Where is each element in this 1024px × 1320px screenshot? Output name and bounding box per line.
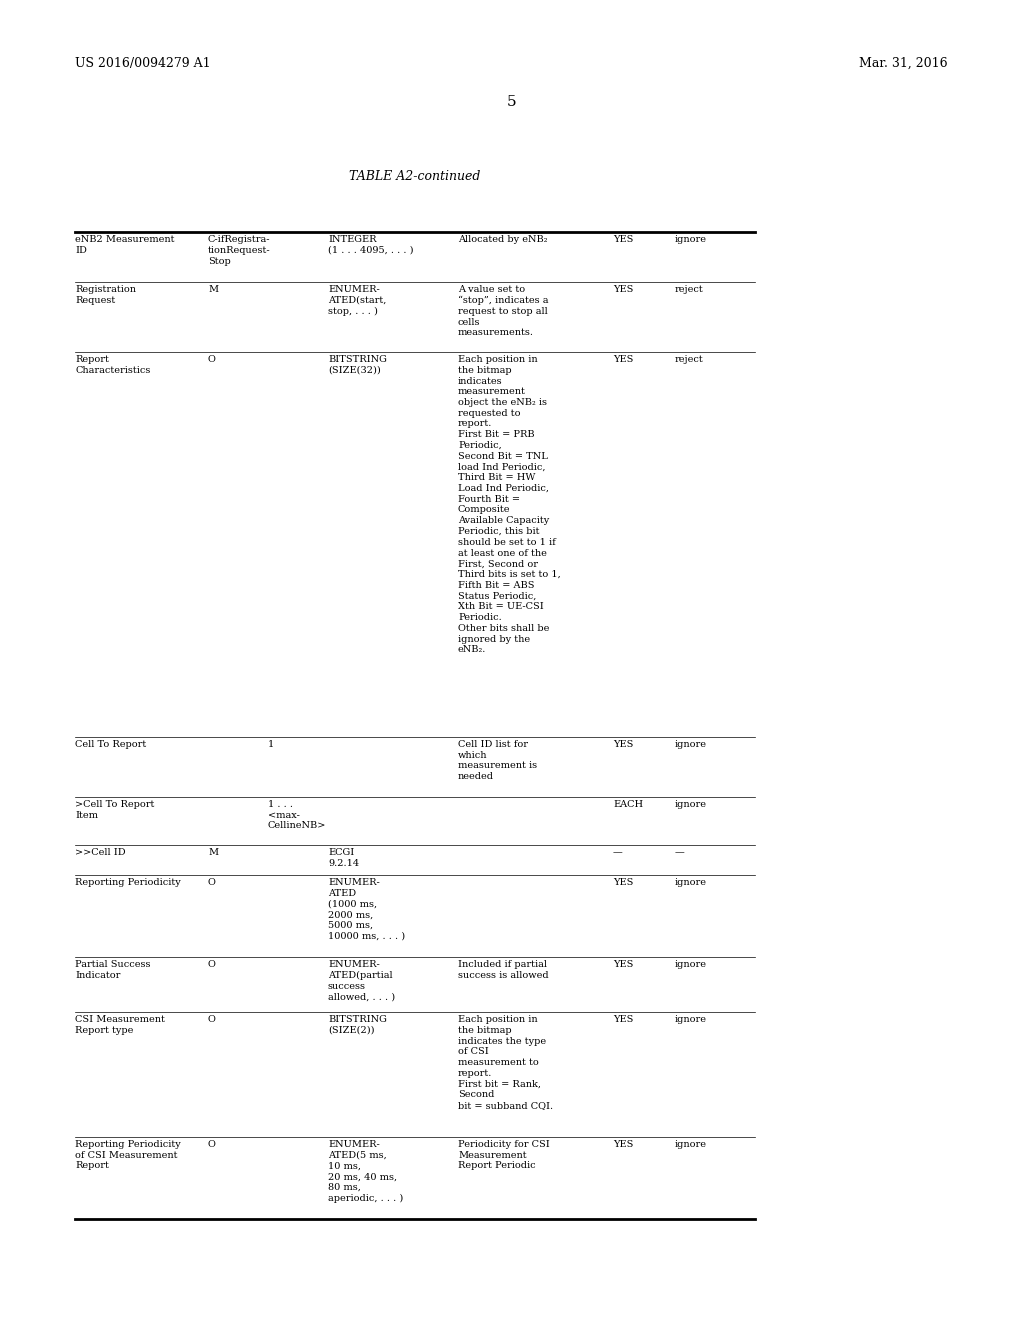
Text: M: M bbox=[208, 847, 218, 857]
Text: ENUMER-
ATED(5 ms,
10 ms,
20 ms, 40 ms,
80 ms,
aperiodic, . . . ): ENUMER- ATED(5 ms, 10 ms, 20 ms, 40 ms, … bbox=[328, 1140, 403, 1203]
Text: C-ifRegistra-
tionRequest-
Stop: C-ifRegistra- tionRequest- Stop bbox=[208, 235, 270, 265]
Text: ignore: ignore bbox=[675, 800, 707, 809]
Text: O: O bbox=[208, 355, 216, 364]
Text: YES: YES bbox=[613, 355, 634, 364]
Text: YES: YES bbox=[613, 235, 634, 244]
Text: reject: reject bbox=[675, 355, 703, 364]
Text: eNB2 Measurement
ID: eNB2 Measurement ID bbox=[75, 235, 174, 255]
Text: O: O bbox=[208, 960, 216, 969]
Text: Periodicity for CSI
Measurement
Report Periodic: Periodicity for CSI Measurement Report P… bbox=[458, 1140, 550, 1171]
Text: —: — bbox=[675, 847, 685, 857]
Text: Each position in
the bitmap
indicates
measurement
object the eNB₂ is
requested t: Each position in the bitmap indicates me… bbox=[458, 355, 561, 655]
Text: ignore: ignore bbox=[675, 741, 707, 748]
Text: ignore: ignore bbox=[675, 235, 707, 244]
Text: CSI Measurement
Report type: CSI Measurement Report type bbox=[75, 1015, 165, 1035]
Text: TABLE A2-continued: TABLE A2-continued bbox=[349, 170, 480, 183]
Text: ignore: ignore bbox=[675, 1015, 707, 1024]
Text: YES: YES bbox=[613, 1015, 634, 1024]
Text: ENUMER-
ATED(partial
success
allowed, . . . ): ENUMER- ATED(partial success allowed, . … bbox=[328, 960, 395, 1002]
Text: A value set to
“stop”, indicates a
request to stop all
cells
measurements.: A value set to “stop”, indicates a reque… bbox=[458, 285, 549, 338]
Text: Cell To Report: Cell To Report bbox=[75, 741, 146, 748]
Text: Included if partial
success is allowed: Included if partial success is allowed bbox=[458, 960, 549, 979]
Text: Each position in
the bitmap
indicates the type
of CSI
measurement to
report.
Fir: Each position in the bitmap indicates th… bbox=[458, 1015, 553, 1110]
Text: Reporting Periodicity: Reporting Periodicity bbox=[75, 878, 181, 887]
Text: >>Cell ID: >>Cell ID bbox=[75, 847, 126, 857]
Text: >Cell To Report
Item: >Cell To Report Item bbox=[75, 800, 155, 820]
Text: reject: reject bbox=[675, 285, 703, 294]
Text: YES: YES bbox=[613, 285, 634, 294]
Text: —: — bbox=[613, 847, 623, 857]
Text: 1: 1 bbox=[268, 741, 274, 748]
Text: Allocated by eNB₂: Allocated by eNB₂ bbox=[458, 235, 548, 244]
Text: O: O bbox=[208, 1015, 216, 1024]
Text: Mar. 31, 2016: Mar. 31, 2016 bbox=[859, 57, 948, 70]
Text: Report
Characteristics: Report Characteristics bbox=[75, 355, 151, 375]
Text: ECGI
9.2.14: ECGI 9.2.14 bbox=[328, 847, 359, 867]
Text: US 2016/0094279 A1: US 2016/0094279 A1 bbox=[75, 57, 211, 70]
Text: 5: 5 bbox=[507, 95, 517, 110]
Text: ignore: ignore bbox=[675, 878, 707, 887]
Text: ENUMER-
ATED
(1000 ms,
2000 ms,
5000 ms,
10000 ms, . . . ): ENUMER- ATED (1000 ms, 2000 ms, 5000 ms,… bbox=[328, 878, 406, 941]
Text: YES: YES bbox=[613, 960, 634, 969]
Text: Cell ID list for
which
measurement is
needed: Cell ID list for which measurement is ne… bbox=[458, 741, 538, 781]
Text: EACH: EACH bbox=[613, 800, 643, 809]
Text: BITSTRING
(SIZE(2)): BITSTRING (SIZE(2)) bbox=[328, 1015, 387, 1035]
Text: ENUMER-
ATED(start,
stop, . . . ): ENUMER- ATED(start, stop, . . . ) bbox=[328, 285, 386, 315]
Text: 1 . . .
<max-
CellineNB>: 1 . . . <max- CellineNB> bbox=[268, 800, 327, 830]
Text: INTEGER
(1 . . . 4095, . . . ): INTEGER (1 . . . 4095, . . . ) bbox=[328, 235, 414, 255]
Text: O: O bbox=[208, 878, 216, 887]
Text: ignore: ignore bbox=[675, 960, 707, 969]
Text: BITSTRING
(SIZE(32)): BITSTRING (SIZE(32)) bbox=[328, 355, 387, 375]
Text: Reporting Periodicity
of CSI Measurement
Report: Reporting Periodicity of CSI Measurement… bbox=[75, 1140, 181, 1171]
Text: Registration
Request: Registration Request bbox=[75, 285, 136, 305]
Text: Partial Success
Indicator: Partial Success Indicator bbox=[75, 960, 151, 979]
Text: M: M bbox=[208, 285, 218, 294]
Text: O: O bbox=[208, 1140, 216, 1148]
Text: YES: YES bbox=[613, 741, 634, 748]
Text: ignore: ignore bbox=[675, 1140, 707, 1148]
Text: YES: YES bbox=[613, 878, 634, 887]
Text: YES: YES bbox=[613, 1140, 634, 1148]
